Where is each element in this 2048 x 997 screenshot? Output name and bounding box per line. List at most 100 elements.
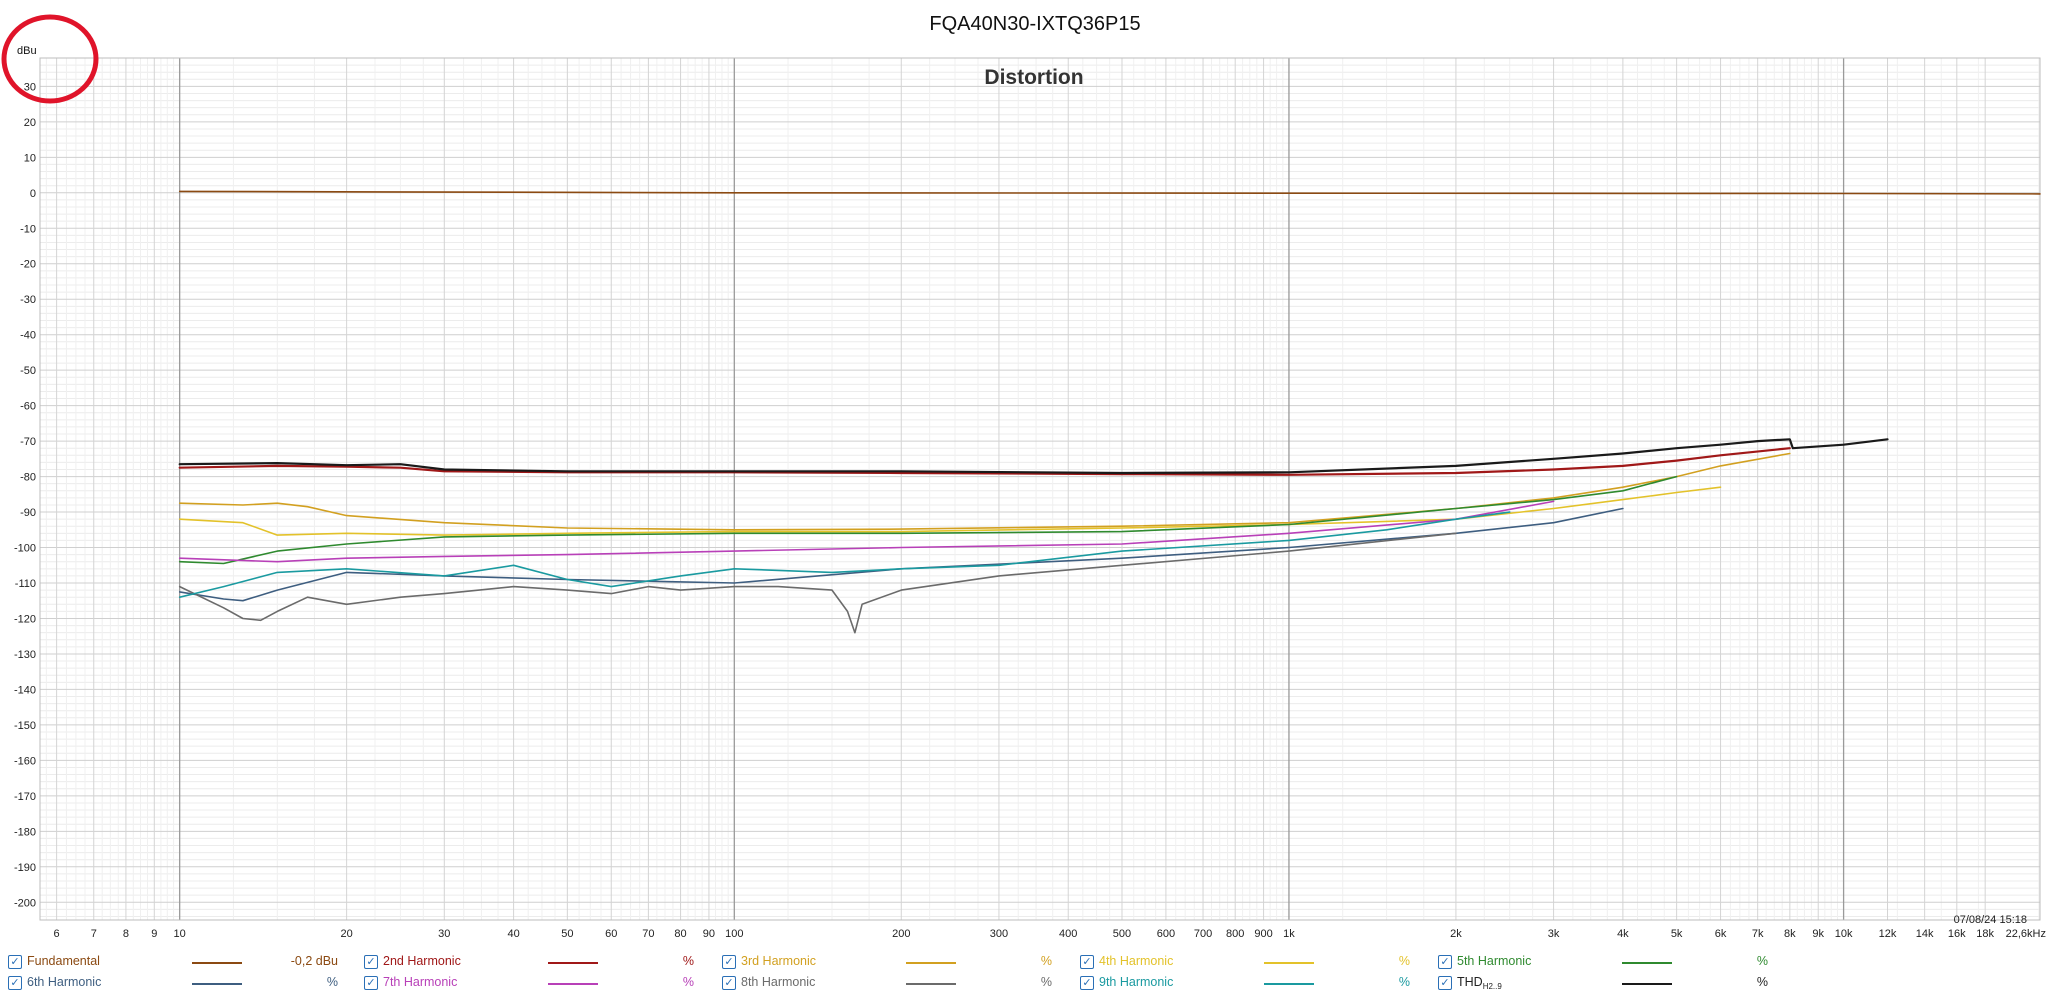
y-tick-label: -150 [14, 720, 36, 732]
legend-checkbox[interactable]: ✓ [1080, 976, 1094, 990]
x-tick-label: 8k [1784, 928, 1796, 940]
legend: ✓ Fundamental -0,2 dBu ✓ 2nd Harmonic% ✓ 3rd H… [0, 952, 2048, 996]
series-line-2nd-harmonic [178, 447, 1791, 476]
legend-checkbox[interactable]: ✓ [722, 976, 736, 990]
legend-checkbox[interactable]: ✓ [722, 955, 736, 969]
series-line-4th-harmonic [178, 486, 1722, 536]
legend-swatch [1264, 962, 1314, 964]
x-tick-label: 9 [151, 928, 157, 940]
x-tick-label: 500 [1113, 928, 1131, 940]
legend-label: 4th Harmonic [1099, 954, 1174, 968]
distortion-chart: FQA40N30-IXTQ36P15 3020100-10-20-30-40-5… [1, 13, 2046, 940]
legend-checkbox[interactable]: ✓ [1438, 955, 1452, 969]
timestamp: 07/08/24 15:18 [1954, 914, 2027, 926]
x-tick-label: 30 [438, 928, 450, 940]
x-tick-label: 50 [561, 928, 573, 940]
legend-item-5th-harmonic[interactable]: ✓ 5th Harmonic% [1438, 952, 1778, 970]
legend-item-thd[interactable]: ✓ THDH2..9% [1438, 973, 1778, 991]
y-tick-label: -190 [14, 862, 36, 874]
legend-item-3rd-harmonic[interactable]: ✓ 3rd Harmonic% [722, 952, 1062, 970]
series-line-8th-harmonic [178, 532, 1457, 634]
y-tick-label: -80 [20, 472, 36, 484]
x-tick-label: 2k [1450, 928, 1462, 940]
legend-swatch [548, 983, 598, 985]
plot-grid [40, 57, 2041, 920]
x-tick-label: 400 [1059, 928, 1077, 940]
legend-label: THDH2..9 [1457, 975, 1502, 991]
plot-frame [39, 57, 2041, 921]
legend-swatch [548, 962, 598, 964]
x-tick-label: 1k [1283, 928, 1295, 940]
legend-checkbox[interactable]: ✓ [8, 955, 22, 969]
y-tick-label: -160 [14, 755, 36, 767]
y-tick-label: -180 [14, 826, 36, 838]
legend-swatch [192, 962, 242, 964]
x-tick-label: 70 [642, 928, 654, 940]
legend-checkbox[interactable]: ✓ [364, 955, 378, 969]
legend-checkbox[interactable]: ✓ [1438, 976, 1452, 990]
legend-swatch [906, 962, 956, 964]
x-tick-label: 16k [1948, 928, 1966, 940]
x-tick-label: 4k [1617, 928, 1629, 940]
legend-swatch [906, 983, 956, 985]
legend-item-7th-harmonic[interactable]: ✓ 7th Harmonic% [364, 973, 704, 991]
series-line-fundamental [178, 190, 2041, 195]
y-tick-label: 0 [30, 188, 36, 200]
y-tick-label: -110 [15, 578, 36, 590]
x-tick-label: 40 [507, 928, 519, 940]
series-layer [178, 190, 2041, 634]
legend-item-9th-harmonic[interactable]: ✓ 9th Harmonic% [1080, 973, 1420, 991]
x-tick-label: 9k [1812, 928, 1824, 940]
legend-checkbox[interactable]: ✓ [8, 976, 22, 990]
x-tick-label: 7 [91, 928, 97, 940]
plot-axes: 3020100-10-20-30-40-50-60-70-80-90-100-1… [14, 57, 2046, 940]
legend-label: Fundamental [27, 954, 100, 968]
y-tick-label: -40 [20, 330, 36, 342]
x-tick-label: 22,6kHz [2006, 928, 2046, 940]
x-tick-label: 7k [1752, 928, 1764, 940]
legend-item-8th-harmonic[interactable]: ✓ 8th Harmonic% [722, 973, 1062, 991]
legend-value: % [1398, 954, 1410, 968]
x-tick-label: 8 [123, 928, 129, 940]
legend-label: 6th Harmonic [27, 975, 102, 989]
legend-value: % [1756, 975, 1768, 989]
legend-item-fundamental[interactable]: ✓ Fundamental -0,2 dBu [8, 952, 348, 970]
x-tick-label: 18k [1976, 928, 1994, 940]
legend-checkbox[interactable]: ✓ [364, 976, 378, 990]
legend-item-2nd-harmonic[interactable]: ✓ 2nd Harmonic% [364, 952, 704, 970]
x-tick-label: 100 [725, 928, 743, 940]
y-tick-label: -60 [20, 401, 36, 413]
x-tick-label: 600 [1157, 928, 1175, 940]
legend-item-6th-harmonic[interactable]: ✓ 6th Harmonic% [8, 973, 348, 991]
y-tick-label: 20 [24, 117, 36, 129]
series-line-thd [178, 438, 1889, 475]
legend-label: 5th Harmonic [1457, 954, 1532, 968]
y-axis-label: dBu [17, 45, 37, 57]
y-tick-label: -120 [14, 613, 36, 625]
legend-value: % [1398, 975, 1410, 989]
x-tick-label: 6 [54, 928, 60, 940]
legend-checkbox[interactable]: ✓ [1080, 955, 1094, 969]
x-tick-label: 900 [1254, 928, 1272, 940]
legend-value: % [1040, 975, 1052, 989]
y-tick-label: 10 [24, 152, 36, 164]
y-tick-label: -30 [20, 294, 36, 306]
y-tick-label: -100 [14, 543, 36, 555]
red-circle-annotation [1, 14, 99, 104]
x-tick-label: 300 [990, 928, 1008, 940]
series-line-7th-harmonic [178, 500, 1555, 563]
legend-value: -0,2 dBu [290, 954, 338, 968]
x-tick-label: 6k [1715, 928, 1727, 940]
y-tick-label: -200 [14, 897, 36, 909]
legend-swatch [1622, 983, 1672, 985]
y-tick-label: -50 [20, 365, 36, 377]
x-tick-label: 90 [703, 928, 715, 940]
x-tick-label: 80 [674, 928, 686, 940]
legend-label-subscript: H2..9 [1482, 982, 1502, 991]
x-tick-label: 800 [1226, 928, 1244, 940]
x-tick-label: 60 [605, 928, 617, 940]
y-tick-label: -70 [20, 436, 36, 448]
legend-item-4th-harmonic[interactable]: ✓ 4th Harmonic% [1080, 952, 1420, 970]
x-tick-label: 5k [1671, 928, 1683, 940]
series-line-5th-harmonic [178, 475, 1678, 565]
